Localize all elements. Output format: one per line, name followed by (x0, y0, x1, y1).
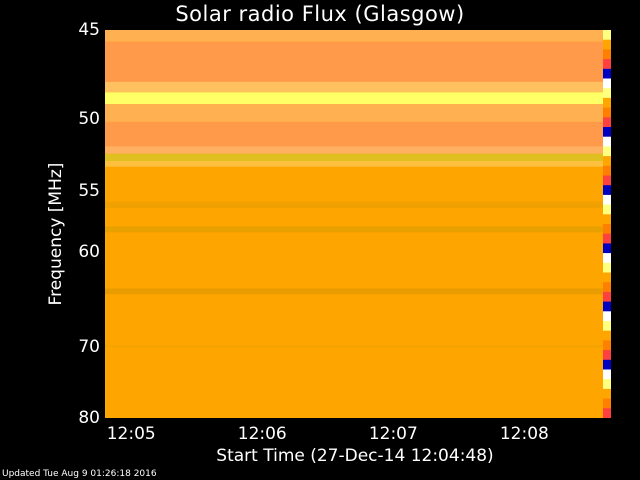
frequency-band-7 (105, 153, 603, 161)
frequency-band-0 (105, 30, 603, 42)
color-bar-segment (603, 49, 611, 60)
frequency-band-6 (105, 146, 603, 154)
y-axis-label: Frequency [MHz] (46, 162, 66, 306)
color-bar-segment (603, 301, 611, 312)
y-tick-label: 60 (78, 241, 100, 262)
frequency-band-11 (105, 288, 603, 295)
color-bar-segment (603, 350, 611, 361)
color-bar-segment (603, 398, 611, 409)
color-bar-segment (603, 388, 611, 400)
frequency-band-5 (105, 121, 603, 147)
frequency-band-12 (105, 345, 603, 348)
frequency-band-1 (105, 41, 603, 82)
color-bar-segment (603, 359, 611, 370)
y-tick-label: 50 (78, 108, 100, 129)
x-tick-label: 12:07 (368, 424, 418, 444)
color-bar-segment (603, 214, 611, 225)
color-bar-segment (603, 97, 611, 109)
chart-title: Solar radio Flux (Glasgow) (175, 2, 465, 26)
color-bar-segment (603, 78, 611, 89)
color-bar-segment (603, 127, 611, 138)
x-tick-label: 12:06 (237, 424, 287, 444)
y-tick-label: 55 (78, 181, 100, 202)
x-tick-label: 12:05 (106, 424, 156, 444)
color-bar (603, 30, 611, 418)
color-bar-segment (603, 88, 611, 99)
frequency-band-4 (105, 104, 603, 122)
color-bar-segment (603, 68, 611, 79)
color-bar-segment (603, 59, 611, 70)
color-bar-segment (603, 311, 611, 322)
color-bar-segment (603, 330, 611, 341)
color-bar-segment (603, 262, 611, 273)
color-bar-segment (603, 340, 611, 351)
color-bar-segment (603, 379, 611, 390)
color-bar-segment (603, 156, 611, 167)
y-tick-label: 80 (78, 408, 100, 428)
frequency-band-3 (105, 92, 603, 105)
color-bar-segment (603, 408, 611, 418)
color-bar-segment (603, 39, 611, 50)
color-bar-segment (603, 204, 611, 215)
color-bar-segment (603, 282, 611, 293)
color-bar-segment (603, 117, 611, 128)
color-bar-segment (603, 194, 611, 206)
color-bar-segment (603, 175, 611, 186)
color-bar-segment (603, 107, 611, 118)
color-bar-segment (603, 321, 611, 332)
color-bar-segment (603, 272, 611, 283)
frequency-band-2 (105, 81, 603, 93)
frequency-band-10 (105, 226, 603, 233)
frequency-band-9 (105, 201, 603, 208)
color-bar-segment (603, 224, 611, 235)
color-bar-segment (603, 291, 611, 303)
frequency-band-8 (105, 161, 603, 167)
color-bar-segment (603, 243, 611, 254)
spectrogram-plot (105, 30, 603, 418)
x-tick-label: 12:08 (499, 424, 549, 444)
x-axis-label: Start Time (27-Dec-14 12:04:48) (216, 446, 494, 466)
y-tick-label: 45 (78, 20, 100, 40)
color-bar-segment (603, 253, 611, 264)
updated-timestamp: Updated Tue Aug 9 01:26:18 2016 (2, 469, 157, 479)
color-bar-segment (603, 30, 611, 41)
color-bar-segment (603, 369, 611, 380)
y-tick-label: 70 (78, 336, 100, 357)
color-bar-segment (603, 233, 611, 244)
color-bar-segment (603, 165, 611, 176)
color-bar-segment (603, 185, 611, 196)
color-bar-segment (603, 136, 611, 147)
color-bar-segment (603, 146, 611, 157)
